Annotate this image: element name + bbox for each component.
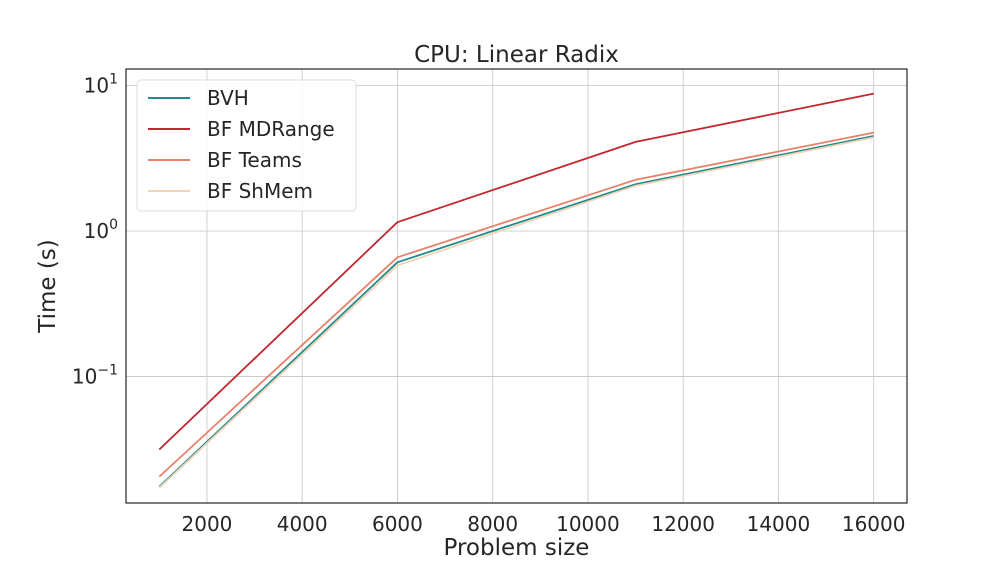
legend-box [136, 79, 357, 212]
x-axis-ticks: 2000 4000 6000 8000 10000 12000 14000 16000 [182, 512, 906, 536]
y-tick-label: 10−1 [72, 362, 118, 388]
y-axis-ticks: 101 100 10−1 [72, 72, 118, 389]
x-axis-label: Problem size [444, 535, 590, 561]
y-tick-label: 100 [84, 217, 118, 243]
series-lines [158, 92, 874, 489]
legend: BVH BF MDRange BF Teams BF ShMem [136, 79, 357, 212]
legend-label: BF MDRange [207, 117, 335, 141]
x-tick-label: 14000 [747, 512, 811, 536]
x-tick-label: 2000 [182, 512, 233, 536]
x-tick-label: 12000 [651, 512, 715, 536]
plot-frame [125, 68, 908, 504]
legend-label: BF Teams [207, 148, 302, 172]
x-tick-label: 16000 [842, 512, 906, 536]
y-tick-label: 101 [84, 72, 118, 98]
series-line-bf-mdrange [158, 92, 874, 451]
legend-label: BVH [207, 86, 249, 110]
series-line-bvh [158, 135, 874, 488]
series-line-bf-teams [158, 131, 874, 478]
series-line-bf-shmem [158, 136, 874, 489]
legend-label: BF ShMem [207, 179, 313, 203]
y-axis-label: Time (s) [35, 239, 61, 334]
x-tick-label: 8000 [467, 512, 518, 536]
x-tick-label: 6000 [372, 512, 423, 536]
chart-title: CPU: Linear Radix [414, 42, 619, 68]
x-tick-label: 4000 [277, 512, 328, 536]
x-tick-label: 10000 [556, 512, 620, 536]
